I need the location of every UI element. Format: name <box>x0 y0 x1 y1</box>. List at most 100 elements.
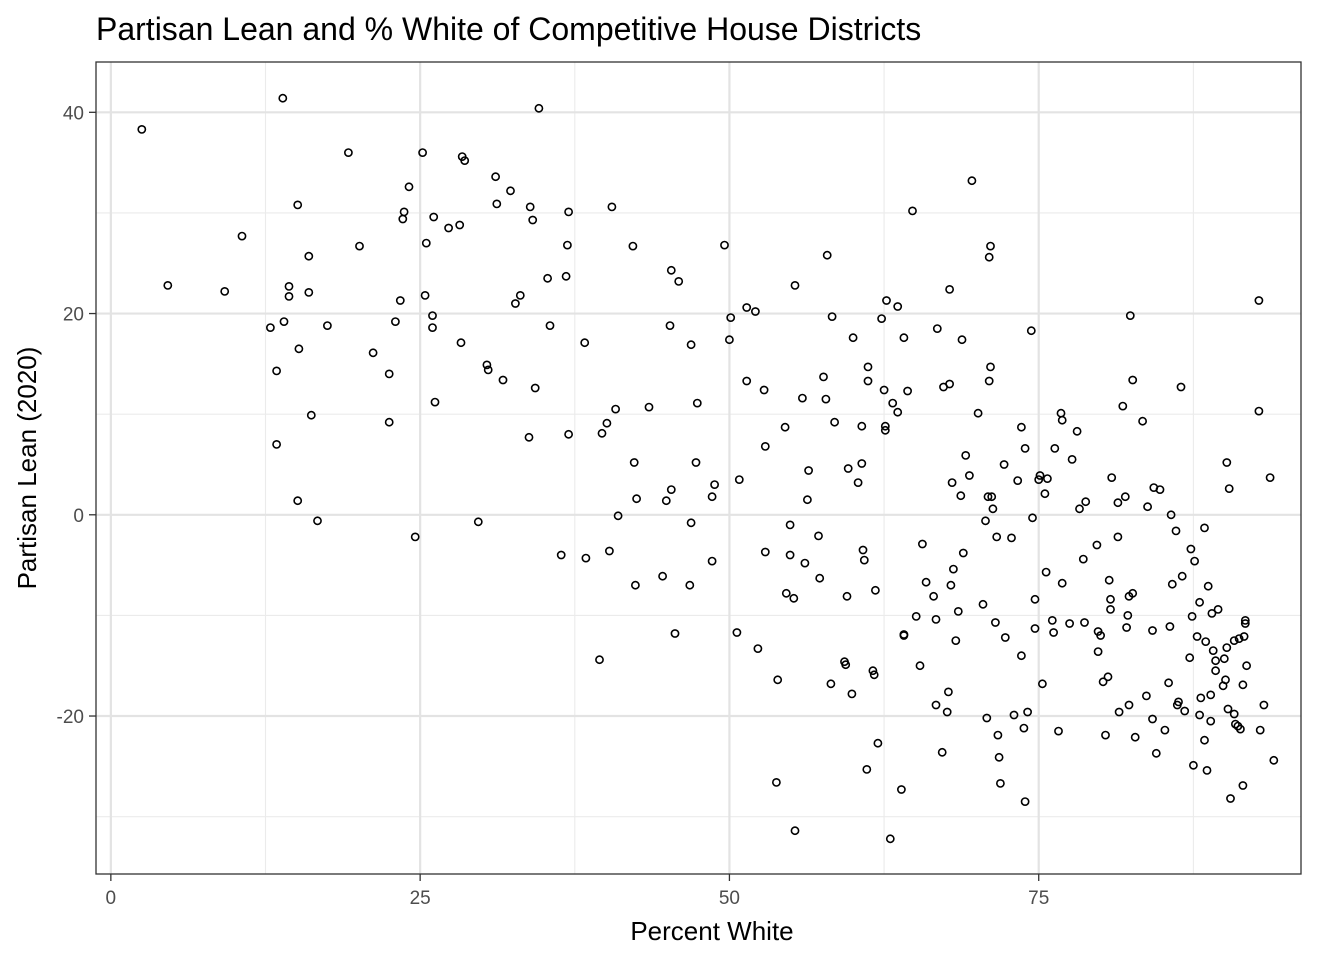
data-point <box>803 495 812 505</box>
data-point <box>843 464 853 473</box>
data-point <box>272 439 281 449</box>
data-point <box>988 504 998 514</box>
data-point <box>491 172 500 182</box>
data-point <box>804 466 813 475</box>
data-point <box>294 344 304 354</box>
data-point <box>1142 691 1151 701</box>
data-point <box>732 628 742 637</box>
data-point <box>368 348 378 358</box>
data-point <box>841 660 851 670</box>
data-point <box>957 335 967 345</box>
data-point <box>945 284 954 294</box>
data-point <box>859 555 869 565</box>
data-point <box>946 580 956 590</box>
data-point <box>992 532 1002 542</box>
data-point <box>1104 575 1114 585</box>
data-point <box>1238 680 1248 690</box>
data-point <box>853 478 863 487</box>
data-point <box>814 531 823 541</box>
data-point <box>1009 710 1019 720</box>
data-point <box>524 432 534 442</box>
data-point <box>931 700 941 710</box>
data-point <box>1113 532 1123 542</box>
data-point <box>1020 797 1030 806</box>
data-point <box>1120 492 1130 502</box>
data-point <box>545 321 555 330</box>
data-point <box>1096 631 1105 640</box>
data-point <box>857 421 867 431</box>
data-point <box>1211 656 1220 666</box>
data-point <box>628 241 638 251</box>
data-point <box>429 212 439 222</box>
data-point <box>1148 714 1157 724</box>
data-point <box>670 629 680 638</box>
data-point <box>937 747 947 757</box>
data-point <box>665 321 675 330</box>
data-point <box>1075 504 1084 514</box>
data-point <box>1203 581 1213 591</box>
data-point <box>1155 485 1165 494</box>
y-tick-label: 40 <box>63 103 84 124</box>
data-point <box>1019 723 1029 733</box>
data-point <box>611 404 620 414</box>
data-point <box>1118 401 1128 411</box>
data-point <box>785 520 795 530</box>
minor-gridlines <box>96 62 1301 874</box>
data-point <box>973 408 983 418</box>
data-point <box>322 321 332 330</box>
data-point <box>815 573 825 583</box>
data-point <box>899 631 909 640</box>
data-point <box>1229 636 1239 645</box>
data-point <box>1123 611 1133 620</box>
data-point <box>1195 710 1204 720</box>
data-point <box>304 251 314 261</box>
data-point <box>780 422 790 432</box>
data-point <box>564 207 573 217</box>
data-point <box>945 379 954 389</box>
data-point <box>958 548 968 558</box>
data-point <box>984 252 994 262</box>
data-point <box>984 376 994 386</box>
data-point <box>1171 526 1181 536</box>
data-point <box>1103 672 1113 682</box>
data-point <box>1213 605 1223 614</box>
data-point <box>742 303 752 312</box>
data-point <box>1186 544 1196 554</box>
data-point <box>1255 725 1265 735</box>
data-point <box>1222 643 1232 652</box>
data-point <box>421 238 431 248</box>
data-point <box>967 176 977 186</box>
data-point <box>284 281 294 291</box>
data-point <box>543 273 552 283</box>
x-tick-label: 0 <box>106 888 117 909</box>
data-point <box>1093 647 1103 656</box>
data-point <box>605 546 614 556</box>
data-point <box>789 593 799 603</box>
data-point <box>1240 616 1250 625</box>
data-point <box>456 338 466 348</box>
data-point <box>1128 375 1138 385</box>
data-point <box>1160 725 1170 735</box>
data-point <box>863 376 873 386</box>
data-point <box>1148 626 1157 635</box>
data-point <box>1166 510 1176 520</box>
data-point <box>1017 651 1026 661</box>
data-point <box>428 323 437 332</box>
data-point <box>1207 609 1217 618</box>
data-point <box>1236 724 1245 734</box>
data-point <box>877 314 886 323</box>
data-point <box>880 421 890 431</box>
data-point <box>1180 706 1190 716</box>
data-point <box>1143 502 1152 512</box>
data-point <box>1238 781 1248 790</box>
data-point <box>674 276 684 286</box>
data-point <box>644 402 654 412</box>
chart-title: Partisan Lean and % White of Competitive… <box>96 11 921 47</box>
data-point <box>1065 619 1074 628</box>
data-point <box>1196 693 1206 703</box>
data-point <box>492 199 502 209</box>
y-axis-title: Partisan Lean (2020) <box>12 347 42 590</box>
data-point <box>772 778 781 787</box>
data-point <box>707 556 717 566</box>
data-point <box>534 103 544 113</box>
